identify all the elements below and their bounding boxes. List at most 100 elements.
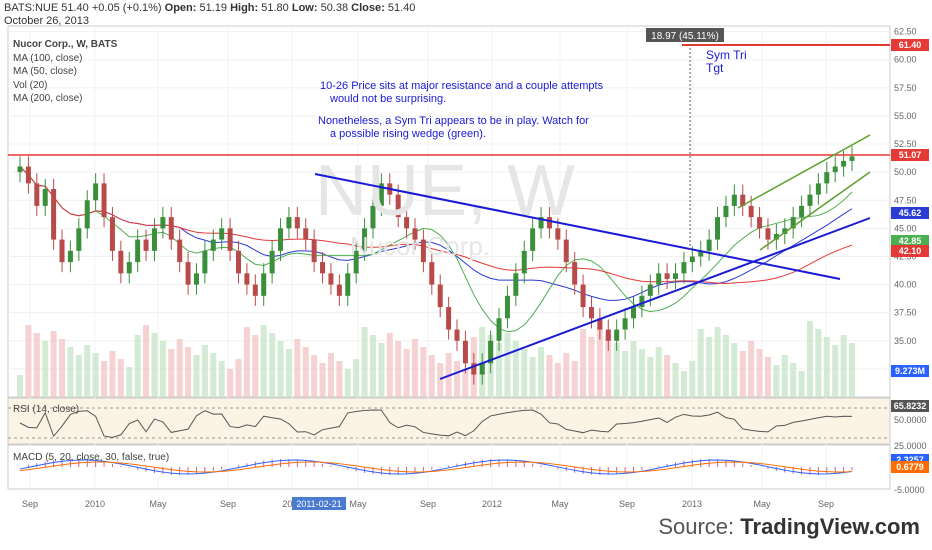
candle-body — [647, 284, 653, 296]
crosshair-date: 2011-02-21 — [296, 499, 341, 509]
volume-bar — [613, 343, 620, 397]
volume-bar — [714, 327, 721, 397]
volume-bar — [403, 349, 410, 397]
candle-body — [84, 200, 90, 229]
candle-body — [286, 217, 292, 229]
volume-bar — [504, 333, 511, 397]
source-prefix: Source: — [658, 514, 735, 539]
candle-body — [731, 194, 737, 206]
annotation-line-3: Nonetheless, a Sym Tri appears to be in … — [318, 115, 589, 127]
candle-body — [765, 228, 771, 240]
last-price: 51.40 — [61, 2, 89, 14]
volume-bar — [353, 359, 360, 397]
price-badge-label: 65.8232 — [894, 401, 927, 411]
volume-bar — [75, 355, 82, 397]
volume-bar — [832, 345, 839, 397]
candle-body — [555, 228, 561, 240]
legend-item: MA (100, close) — [13, 53, 82, 64]
candle-body — [25, 166, 31, 184]
candle-body — [656, 273, 662, 285]
candle-body — [219, 228, 225, 240]
macd-tick: -5.0000 — [894, 485, 925, 495]
price-badge-label: 51.07 — [899, 150, 922, 160]
volume-bar — [33, 333, 40, 397]
volume-bar — [126, 367, 133, 397]
volume-bar — [344, 369, 351, 397]
candle-body — [59, 239, 65, 263]
volume-bar — [109, 351, 116, 397]
macd-histogram — [19, 459, 853, 475]
candle-body — [168, 217, 174, 240]
candle-body — [126, 262, 132, 274]
time-tick: 2013 — [682, 499, 702, 509]
price-badge — [891, 207, 929, 219]
legend-item: Nucor Corp., W, BATS — [13, 39, 118, 50]
volume-bar — [571, 361, 578, 397]
ma-line — [19, 166, 853, 284]
candle-body — [664, 273, 670, 279]
volume-bar — [437, 363, 444, 397]
volume-bar — [243, 327, 250, 397]
volume-bar — [773, 365, 780, 397]
volume-bar — [159, 341, 166, 397]
time-tick: Sep — [220, 499, 236, 509]
rsi-tick: 25.0000 — [894, 441, 927, 451]
volume-bar — [117, 359, 124, 397]
price-tick: 55.00 — [894, 111, 917, 121]
volume-bar — [798, 371, 805, 397]
volume-bar — [672, 363, 679, 397]
volume-bar — [151, 333, 158, 397]
volume-bar — [529, 357, 536, 397]
candle-body — [471, 363, 477, 375]
volume-bar — [454, 361, 461, 397]
open-value: 51.19 — [199, 2, 228, 14]
close-label: Close: — [351, 2, 385, 14]
volume-bar — [42, 341, 49, 397]
target-label-line-1: Sym Tri — [706, 48, 747, 62]
candle-body — [193, 273, 199, 285]
candle-body — [311, 239, 317, 263]
legend-item: MA (200, close) — [13, 93, 82, 104]
volume-bar — [252, 335, 259, 397]
volume-bar — [369, 335, 376, 397]
annotation-line-2: would not be surprising. — [329, 93, 446, 105]
candle-body — [454, 329, 460, 341]
candle-body — [513, 273, 519, 296]
candle-body — [202, 250, 208, 274]
volume-bar — [134, 335, 141, 397]
source-credit: Source: TradingView.com — [658, 514, 920, 540]
crosshair-date-box — [292, 497, 346, 510]
candle-body — [546, 217, 552, 229]
candle-body — [328, 273, 334, 285]
candle-body — [345, 273, 351, 296]
candle-body — [34, 183, 40, 206]
candle-body — [160, 217, 166, 229]
volume-bar — [386, 333, 393, 397]
macd-label: MACD (5, 20, close, 30, false, true) — [13, 452, 169, 463]
price-badge-label: 9.273M — [895, 366, 925, 376]
candle-body — [639, 295, 645, 308]
volume-bar — [411, 339, 418, 397]
volume-bar — [849, 343, 855, 397]
volume-bar — [277, 341, 284, 397]
volume-bar — [697, 329, 704, 397]
volume-bar — [25, 325, 32, 397]
price-tick: 40.00 — [894, 280, 917, 290]
target-label-line-2: Tgt — [706, 61, 724, 75]
candle-body — [67, 250, 73, 263]
volume-bar — [361, 327, 368, 397]
volume-bar — [806, 321, 813, 397]
volume-bar — [680, 371, 687, 397]
price-badge-label: 0.6779 — [896, 462, 924, 472]
volume-bar — [17, 375, 23, 397]
wedge-upper-line — [737, 134, 871, 209]
volume-bar — [496, 343, 503, 397]
candle-body — [93, 183, 99, 201]
candle-body — [815, 183, 821, 195]
candle-body — [429, 262, 435, 285]
candle-body — [244, 273, 250, 285]
volume-bar — [823, 337, 830, 397]
time-tick: Sep — [818, 499, 834, 509]
candle-body — [261, 273, 267, 296]
